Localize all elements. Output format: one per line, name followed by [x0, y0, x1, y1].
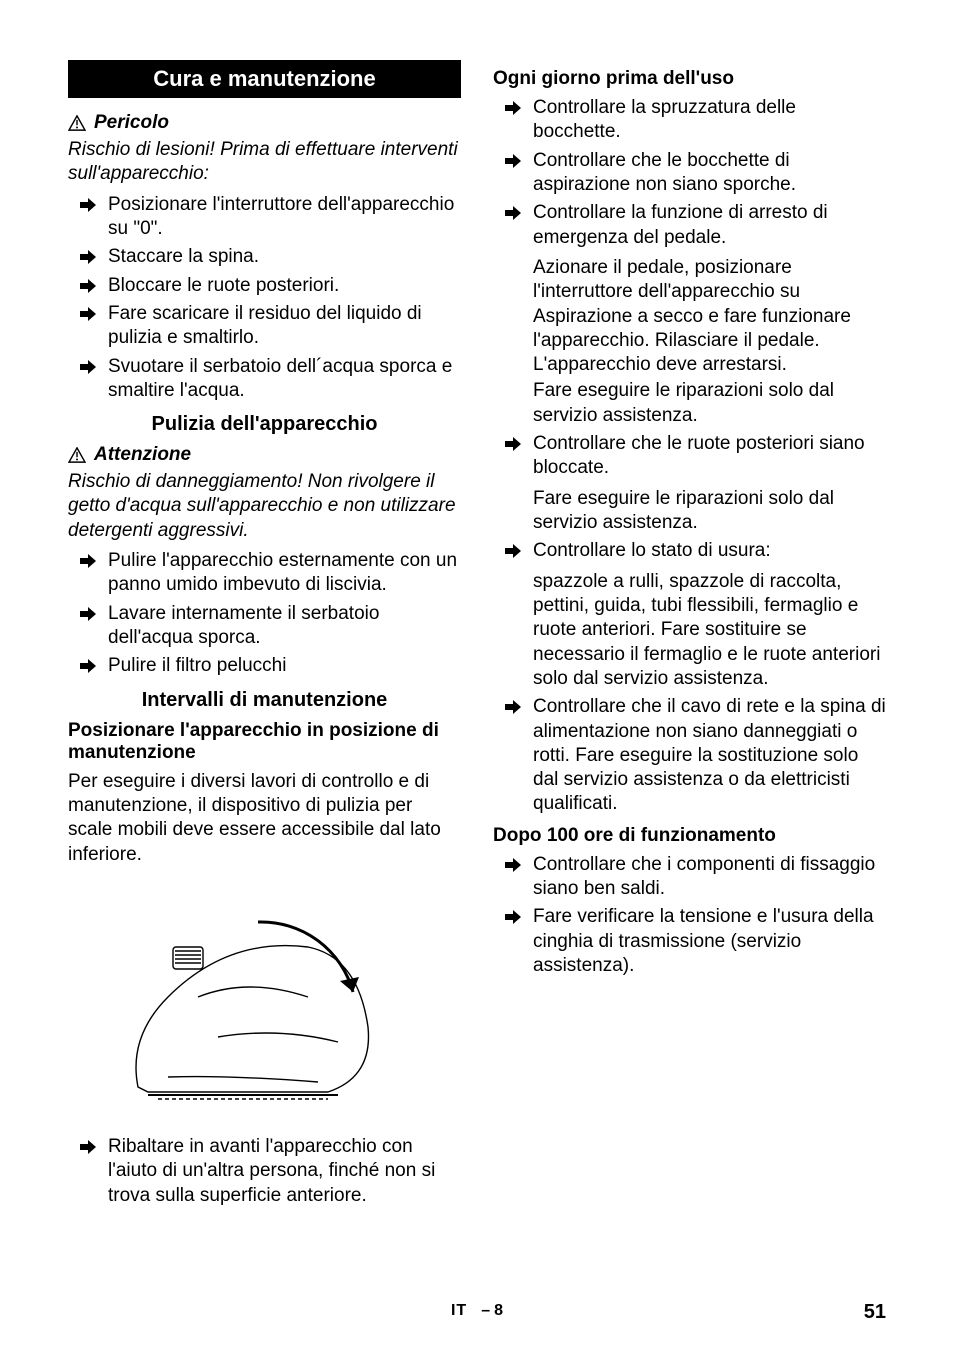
list-text: Ribaltare in avanti l'apparecchio con l'… — [108, 1136, 435, 1206]
arrow-icon — [505, 204, 521, 220]
list-item: Fare verificare la tensione e l'usura de… — [493, 905, 886, 978]
service-note: Fare eseguire le riparazioni solo dal se… — [493, 379, 886, 428]
maintenance-position-text: Per eseguire i diversi lavori di control… — [68, 770, 461, 867]
caution-heading: Attenzione — [68, 444, 461, 466]
maintenance-position-heading: Posizionare l'apparecchio in posizione d… — [68, 720, 461, 764]
list-text: Pulire il filtro pelucchi — [108, 655, 286, 676]
list-item: Pulire l'apparecchio esternamente con un… — [68, 549, 461, 598]
warning-triangle-icon — [68, 115, 86, 131]
arrow-icon — [80, 305, 96, 321]
list-text: Controllare che le ruote posteriori sian… — [533, 433, 865, 478]
list-item: Staccare la spina. — [68, 245, 461, 269]
left-column: Cura e manutenzione Pericolo Rischio di … — [68, 60, 461, 1216]
pre-maintenance-list: Posizionare l'interruttore dell'apparecc… — [68, 193, 461, 404]
arrow-icon — [505, 856, 521, 872]
footer-section-page: 8 — [494, 1302, 503, 1320]
hundred-hours-list: Controllare che i componenti di fissaggi… — [493, 853, 886, 979]
list-text: Svuotare il serbatoio dell´acqua sporca … — [108, 356, 452, 401]
list-text: Controllare lo stato di usura: — [533, 540, 771, 561]
arrow-icon — [505, 698, 521, 714]
list-item: Controllare che il cavo di rete e la spi… — [493, 695, 886, 817]
arrow-icon — [505, 435, 521, 451]
list-text: Controllare che il cavo di rete e la spi… — [533, 696, 886, 814]
arrow-icon — [505, 542, 521, 558]
caution-label: Attenzione — [94, 444, 191, 466]
tilt-instruction-list: Ribaltare in avanti l'apparecchio con l'… — [68, 1135, 461, 1208]
list-item: Lavare internamente il serbatoio dell'ac… — [68, 602, 461, 651]
warning-triangle-icon — [68, 447, 86, 463]
cleaning-list: Pulire l'apparecchio esternamente con un… — [68, 549, 461, 679]
arrow-icon — [80, 248, 96, 264]
list-text: Controllare che le bocchette di aspirazi… — [533, 150, 796, 195]
arrow-icon — [80, 552, 96, 568]
list-item: Pulire il filtro pelucchi — [68, 654, 461, 678]
list-text: Controllare la funzione di arresto di em… — [533, 202, 828, 247]
list-text: Bloccare le ruote posteriori. — [108, 275, 339, 296]
footer-language: IT — [451, 1302, 467, 1320]
daily-check-list-3: Controllare lo stato di usura: — [493, 539, 886, 563]
wear-parts-list: spazzole a rulli, spazzole di raccolta, … — [493, 570, 886, 692]
list-text: Lavare internamente il serbatoio dell'ac… — [108, 603, 379, 648]
service-note-2: Fare eseguire le riparazioni solo dal se… — [493, 487, 886, 536]
list-text: Pulire l'apparecchio esternamente con un… — [108, 550, 457, 595]
cleaning-heading: Pulizia dell'apparecchio — [68, 413, 461, 436]
list-item: Bloccare le ruote posteriori. — [68, 274, 461, 298]
arrow-icon — [80, 358, 96, 374]
tilt-diagram — [78, 877, 398, 1127]
arrow-icon — [80, 605, 96, 621]
right-column: Ogni giorno prima dell'uso Controllare l… — [493, 60, 886, 1216]
list-text: Fare verificare la tensione e l'usura de… — [533, 906, 874, 976]
list-item: Controllare che le bocchette di aspirazi… — [493, 149, 886, 198]
danger-heading: Pericolo — [68, 112, 461, 134]
arrow-icon — [505, 152, 521, 168]
list-item: Controllare la spruzzatura delle bocchet… — [493, 96, 886, 145]
hundred-hours-heading: Dopo 100 ore di funzionamento — [493, 825, 886, 847]
maintenance-intervals-heading: Intervalli di manutenzione — [68, 689, 461, 712]
list-text: Fare scaricare il residuo del liquido di… — [108, 303, 422, 348]
footer-dash: – — [481, 1302, 490, 1320]
list-item: Controllare che le ruote posteriori sian… — [493, 432, 886, 481]
main-heading-banner: Cura e manutenzione — [68, 60, 461, 98]
arrow-icon — [80, 277, 96, 293]
footer: IT – 8 — [0, 1302, 954, 1320]
caution-text: Rischio di danneggiamento! Non rivolgere… — [68, 470, 461, 543]
danger-text: Rischio di lesioni! Prima di effettuare … — [68, 138, 461, 187]
daily-check-list-2: Controllare che le ruote posteriori sian… — [493, 432, 886, 481]
list-text: Staccare la spina. — [108, 246, 259, 267]
list-item: Controllare lo stato di usura: — [493, 539, 886, 563]
list-item: Posizionare l'interruttore dell'apparecc… — [68, 193, 461, 242]
list-item: Svuotare il serbatoio dell´acqua sporca … — [68, 355, 461, 404]
list-item: Fare scaricare il residuo del liquido di… — [68, 302, 461, 351]
list-text: Controllare la spruzzatura delle bocchet… — [533, 97, 796, 142]
list-item: Controllare la funzione di arresto di em… — [493, 201, 886, 250]
pedal-instruction: Azionare il pedale, posizionare l'interr… — [493, 256, 886, 378]
page-number: 51 — [864, 1301, 886, 1324]
daily-check-list-4: Controllare che il cavo di rete e la spi… — [493, 695, 886, 817]
daily-check-list: Controllare la spruzzatura delle bocchet… — [493, 96, 886, 250]
list-text: Posizionare l'interruttore dell'apparecc… — [108, 194, 454, 239]
list-text: Controllare che i componenti di fissaggi… — [533, 854, 875, 899]
list-item: Controllare che i componenti di fissaggi… — [493, 853, 886, 902]
list-item: Ribaltare in avanti l'apparecchio con l'… — [68, 1135, 461, 1208]
arrow-icon — [80, 657, 96, 673]
danger-label: Pericolo — [94, 112, 169, 134]
arrow-icon — [505, 99, 521, 115]
daily-check-heading: Ogni giorno prima dell'uso — [493, 68, 886, 90]
arrow-icon — [505, 908, 521, 924]
arrow-icon — [80, 1138, 96, 1154]
arrow-icon — [80, 196, 96, 212]
